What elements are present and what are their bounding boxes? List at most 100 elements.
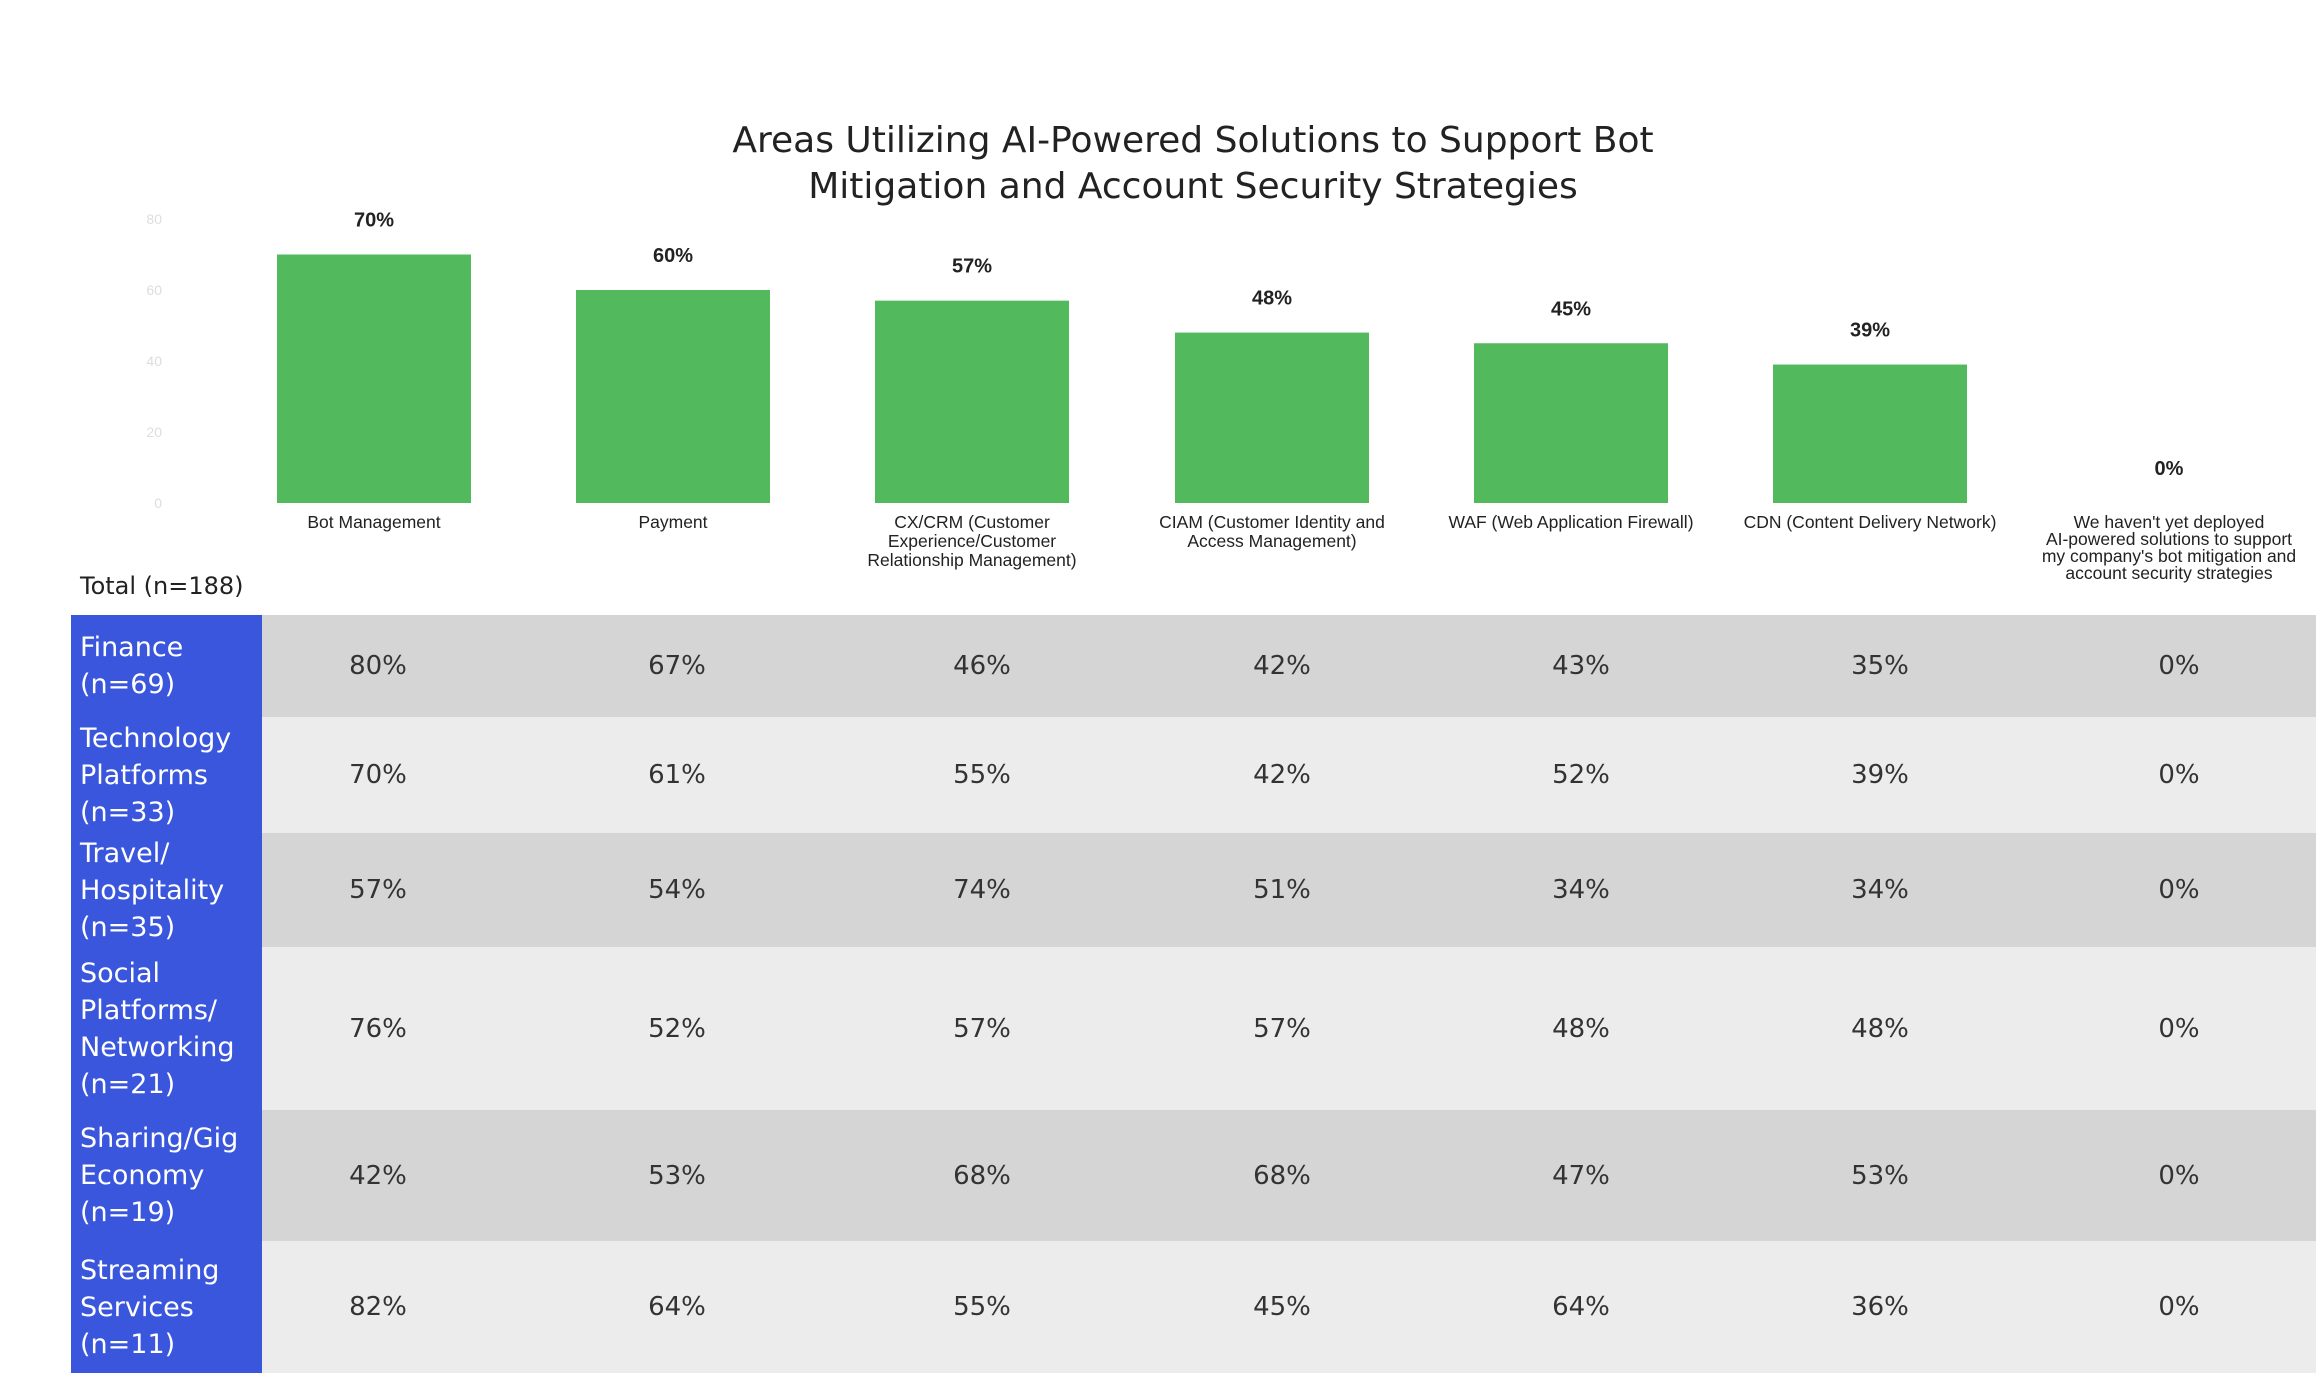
table-cell: 43%: [1552, 651, 1610, 681]
table-cell: 67%: [648, 651, 706, 681]
row-label-line: Sharing/Gig: [80, 1123, 239, 1154]
y-tick-label: 60: [146, 282, 162, 298]
category-label: CDN (Content Delivery Network): [1744, 512, 1997, 532]
category-label: my company's bot mitigation and: [2042, 546, 2296, 566]
row-label-line: Services: [80, 1291, 194, 1323]
table-cell: 42%: [1253, 760, 1311, 790]
table-cell: 46%: [953, 651, 1011, 681]
table-cell: 52%: [648, 1013, 706, 1044]
table-cell: 61%: [648, 760, 706, 790]
table-cell: 42%: [349, 1160, 407, 1191]
category-label: CIAM (Customer Identity and: [1159, 512, 1385, 532]
row-label-line: Travel/: [80, 837, 170, 869]
row-label-line: Social: [80, 957, 161, 989]
table-cell: 82%: [349, 1292, 407, 1322]
bar: [1474, 343, 1668, 503]
table-cell: 57%: [349, 875, 407, 905]
table-cell: 74%: [953, 875, 1011, 905]
table-row: Finance (n=69) 80% 67% 46% 42% 43% 35% 0%: [71, 615, 2316, 717]
row-label-line: Hospitality: [80, 874, 225, 906]
row-label-line: Platforms: [80, 759, 208, 791]
table-cell: 80%: [349, 651, 407, 681]
category-label: Payment: [638, 512, 707, 532]
category-label: We haven't yet deployed: [2074, 512, 2265, 532]
table-cell: 64%: [648, 1292, 706, 1322]
bar: [576, 290, 770, 503]
bar-value-label: 70%: [354, 210, 394, 232]
bar-value-label: 48%: [1252, 288, 1292, 310]
row-label-line: Technology: [80, 722, 232, 754]
table-row: Sharing/Gig Economy (n=19) 42% 53% 68% 68% 47% 5…: [71, 1110, 2316, 1241]
bar-value-label: 39%: [1850, 320, 1890, 342]
table-cell: 57%: [1253, 1013, 1311, 1044]
y-tick-label: 20: [146, 424, 162, 440]
table-cell: 39%: [1851, 760, 1909, 790]
breakdown-table: Finance (n=69) 80% 67% 46% 42% 43% 35% 0% Technol…: [71, 615, 2316, 1373]
category-label: account security strategies: [2065, 563, 2272, 583]
row-label: Technology Platforms (n=33): [71, 717, 262, 833]
row-label: Travel/Hospitality (n=35): [71, 833, 262, 947]
table-cell: 34%: [1552, 875, 1610, 905]
row-label-line: Streaming: [80, 1254, 220, 1286]
table-cell: 0%: [2158, 651, 2200, 681]
y-tick-label: 40: [146, 353, 162, 369]
table-cell: 54%: [648, 875, 706, 905]
bar-value-label: 45%: [1551, 298, 1591, 320]
table-cell: 53%: [648, 1160, 706, 1191]
table-cell: 55%: [953, 1292, 1011, 1322]
table-cell: 64%: [1552, 1292, 1610, 1322]
table-cell: 45%: [1253, 1292, 1311, 1322]
table-cell: 48%: [1851, 1013, 1909, 1044]
chart-title: Areas Utilizing AI-Powered Solutions to …: [600, 118, 1786, 210]
table-cell: 42%: [1253, 651, 1311, 681]
table-row: Social Platforms/Networking (n=21) 76% 52% 57…: [71, 947, 2316, 1110]
table-cell: 68%: [953, 1160, 1011, 1191]
row-label-line: Networking: [80, 1031, 235, 1063]
category-label: Relationship Management): [867, 550, 1076, 570]
y-tick-label: 80: [146, 211, 162, 227]
table-cell: 57%: [953, 1013, 1011, 1044]
bar-chart: 80 60 40 20 0 70% Bot Management 60% Payment 57% C…: [146, 210, 2296, 584]
table-cell: 48%: [1552, 1013, 1610, 1044]
bar-value-label: 57%: [952, 256, 992, 278]
row-label-line: (n=33): [80, 796, 176, 828]
table-cell: 52%: [1552, 760, 1610, 790]
row-label-line: Economy: [80, 1160, 205, 1191]
bar: [875, 300, 1069, 503]
table-cell: 0%: [2158, 760, 2200, 790]
chart-title-line-1: Areas Utilizing AI-Powered Solutions to …: [732, 120, 1654, 161]
table-cell: 53%: [1851, 1160, 1909, 1191]
category-label: WAF (Web Application Firewall): [1448, 512, 1693, 532]
table-cell: 0%: [2158, 875, 2200, 905]
table-row: Travel/Hospitality (n=35) 57% 54% 74% 51% 34% 3…: [71, 833, 2316, 947]
row-label: Streaming Services (n=11): [71, 1241, 262, 1373]
table-cell: 0%: [2158, 1160, 2200, 1191]
category-label: Access Management): [1187, 531, 1356, 551]
table-cell: 68%: [1253, 1160, 1311, 1191]
row-label: Finance (n=69): [71, 615, 262, 717]
table-row: Technology Platforms (n=33) 70% 61% 55% 42% 52%…: [71, 717, 2316, 833]
bar-value-label: 0%: [2155, 458, 2184, 480]
table-cell: 34%: [1851, 875, 1909, 905]
row-label-line: (n=35): [80, 911, 176, 943]
table-cell: 76%: [349, 1013, 407, 1044]
row-label: Sharing/Gig Economy (n=19): [71, 1110, 262, 1241]
y-tick-label: 0: [154, 495, 162, 511]
table-cell: 70%: [349, 760, 407, 790]
table-cell: 0%: [2158, 1013, 2200, 1044]
row-label-line: Finance: [80, 632, 184, 663]
row-label-line: (n=19): [80, 1197, 176, 1228]
table-cell: 36%: [1851, 1292, 1909, 1322]
table-row: Streaming Services (n=11) 82% 64% 55% 45% 64% 36…: [71, 1241, 2316, 1373]
bar: [277, 254, 471, 503]
category-label: Bot Management: [307, 512, 440, 532]
table-cell: 55%: [953, 760, 1011, 790]
category-label: Experience/Customer: [888, 531, 1056, 551]
row-label-line: (n=11): [80, 1328, 176, 1360]
row-label-line: (n=69): [80, 669, 176, 700]
row-label-line: (n=21): [80, 1068, 176, 1100]
bar: [1175, 332, 1369, 503]
total-label: Total (n=188): [80, 572, 244, 600]
table-cell: 35%: [1851, 651, 1909, 681]
